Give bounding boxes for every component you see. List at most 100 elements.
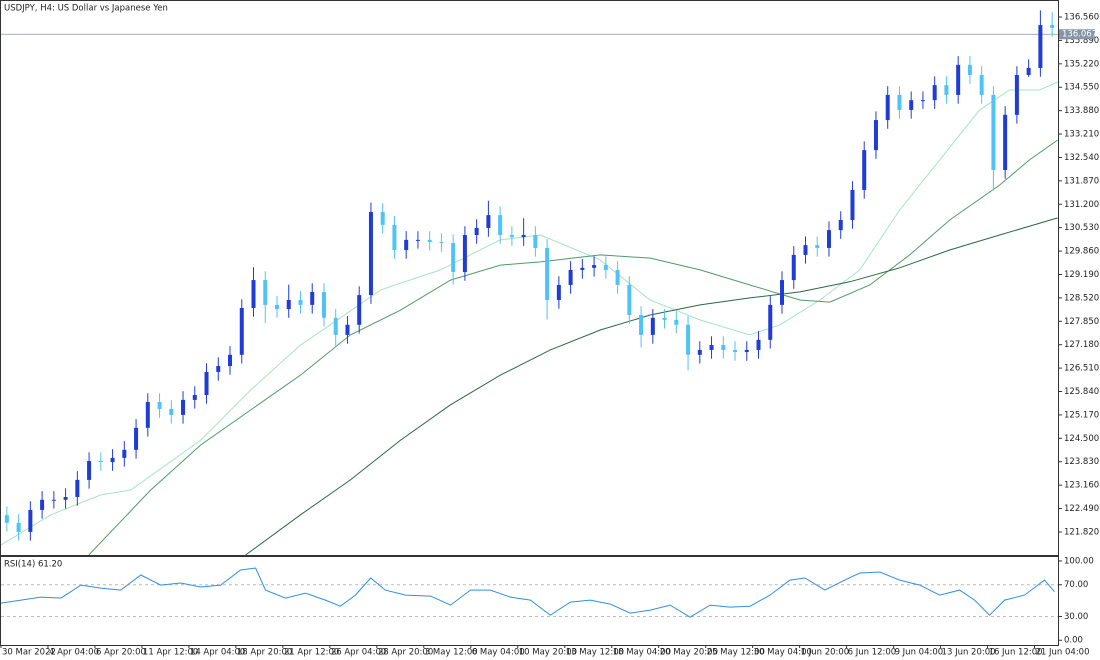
candle-body	[639, 315, 644, 335]
candle-body	[873, 120, 878, 151]
candle-body	[98, 461, 103, 463]
moving-average	[245, 217, 1058, 555]
candle-body	[392, 224, 397, 251]
chart-title: USDJPY, H4: US Dollar vs Japanese Yen	[4, 4, 168, 14]
current-price-label: 136.067	[1062, 30, 1097, 40]
current-price-box	[1059, 29, 1095, 40]
candle-body	[709, 345, 714, 350]
moving-average	[1, 81, 1058, 546]
candle-body	[1014, 75, 1019, 115]
x-tick-label: 1 Jun 20:00	[801, 648, 850, 658]
y-tick-label: 135.890	[1064, 36, 1099, 46]
x-tick-label: 6 Jun 12:00	[848, 648, 897, 658]
candle-body	[204, 371, 209, 396]
candle-body	[545, 247, 550, 300]
x-tick-label: 4 Apr 04:00	[49, 648, 99, 658]
rsi-panel	[0, 556, 1059, 646]
candle-body	[286, 299, 291, 310]
rsi-label: RSI(14) 61.20	[4, 560, 62, 570]
candle-body	[509, 235, 514, 238]
y-tick-label: 0.00	[1064, 636, 1083, 646]
y-tick-label: 125.840	[1064, 387, 1099, 397]
candle-body	[686, 324, 691, 355]
y-tick-label: 70.00	[1064, 580, 1088, 590]
candle-body	[615, 269, 620, 285]
candle-body	[850, 189, 855, 220]
candle-body	[815, 245, 820, 248]
candle-body	[251, 280, 256, 309]
y-tick-label: 133.210	[1064, 130, 1099, 140]
candle-body	[63, 497, 68, 500]
candle-body	[415, 239, 420, 241]
candle-body	[439, 241, 444, 244]
y-tick-label: 130.530	[1064, 223, 1099, 233]
candle-body	[932, 85, 937, 101]
candle-body	[145, 401, 150, 428]
candle-body	[16, 522, 21, 532]
candle-body	[768, 304, 773, 340]
candle-body	[885, 94, 890, 121]
candle-body	[192, 395, 197, 400]
candle-body	[1003, 114, 1008, 171]
candle-body	[181, 399, 186, 415]
x-tick-label: 18 Apr 20:00	[237, 648, 292, 658]
candle-body	[486, 215, 491, 229]
candle-body	[157, 401, 162, 409]
candle-body	[920, 100, 925, 102]
candle-body	[744, 349, 749, 353]
x-tick-label: 21 Jun 04:00	[1036, 648, 1090, 658]
x-tick-label: 3 May 12:00	[425, 648, 478, 658]
candle-body	[674, 319, 679, 325]
candle-body	[110, 457, 115, 463]
y-tick-label: 129.860	[1064, 247, 1099, 257]
x-tick-label: 10 May 20:00	[519, 648, 577, 658]
rsi-line	[1, 567, 1055, 618]
x-tick-label: 28 Apr 20:00	[378, 648, 433, 658]
candle-body	[40, 499, 45, 510]
y-tick-label: 127.180	[1064, 340, 1099, 350]
y-tick-label: 122.490	[1064, 504, 1099, 514]
candle-body	[627, 284, 632, 316]
x-tick-label: 30 Mar 2022	[2, 648, 56, 658]
candle-body	[780, 280, 785, 305]
x-tick-label: 30 May 04:00	[754, 648, 812, 658]
x-tick-label: 25 May 12:00	[707, 648, 765, 658]
candle-body	[803, 245, 808, 255]
candle-body	[533, 235, 538, 248]
x-tick-label: 6 May 04:00	[472, 648, 525, 658]
rsi-plot	[1, 567, 1058, 618]
candle-body	[345, 324, 350, 335]
candle-body	[87, 461, 92, 480]
candle-body	[310, 291, 315, 305]
candle-body	[51, 499, 56, 501]
candle-body	[427, 239, 432, 242]
candle-body	[756, 339, 761, 350]
candle-body	[357, 295, 362, 325]
candle-body	[791, 254, 796, 281]
candle-body	[169, 408, 174, 415]
candle-body	[944, 85, 949, 95]
candle-body	[838, 219, 843, 231]
candle-body	[956, 64, 961, 95]
candle-body	[451, 243, 456, 273]
y-tick-label: 123.160	[1064, 481, 1099, 491]
candle-body	[897, 94, 902, 110]
price-plot	[1, 10, 1058, 555]
candle-body	[134, 427, 139, 450]
candle-body	[321, 291, 326, 318]
y-tick-label: 100.00	[1064, 556, 1094, 566]
candle-body	[28, 509, 33, 532]
main-panel	[0, 0, 1059, 556]
candle-body	[4, 515, 9, 523]
candle-body	[991, 94, 996, 171]
y-tick-label: 124.500	[1064, 434, 1099, 444]
axes: 136.560 135.890 135.220 134.550 133.880 133.2…	[0, 13, 1099, 658]
y-tick-label: 133.880	[1064, 106, 1099, 116]
candle-body	[979, 75, 984, 95]
moving-average	[88, 139, 1058, 555]
candle-body	[462, 235, 467, 273]
candle-body	[1038, 25, 1043, 69]
candle-body	[474, 228, 479, 236]
candle-body	[1026, 68, 1031, 76]
